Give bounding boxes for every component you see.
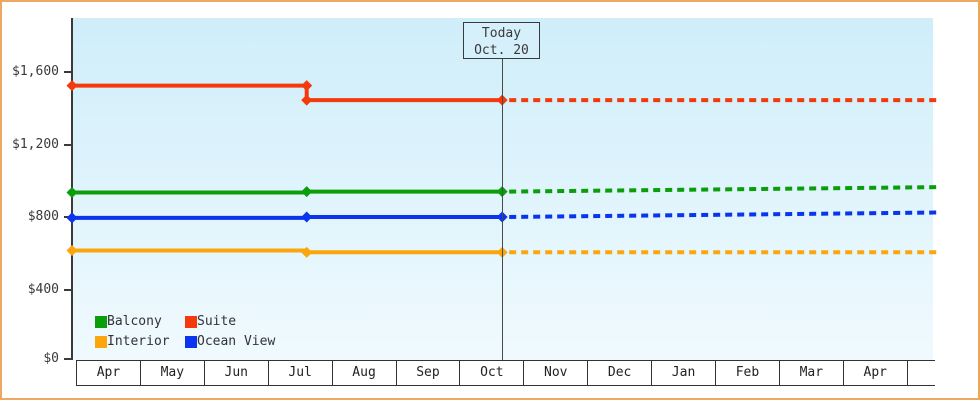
legend-item-balcony: Balcony (95, 315, 185, 328)
y-tick-mark (64, 216, 71, 218)
y-axis-line (71, 18, 73, 360)
month-cell-oct-6: Oct (459, 361, 523, 385)
today-line (502, 59, 503, 360)
y-tick-label: $0 (43, 351, 59, 366)
month-cell-jun-2: Jun (203, 361, 268, 385)
y-tick-mark (64, 71, 71, 73)
month-cell-dec-8: Dec (587, 361, 651, 385)
month-cell-empty (906, 361, 935, 385)
y-tick-mark (64, 289, 71, 291)
y-tick-label: $1,600 (12, 64, 59, 79)
legend-label: Interior (107, 334, 170, 349)
legend-label: Suite (197, 314, 237, 329)
today-date: Oct. 20 (474, 43, 529, 58)
month-cell-may-1: May (139, 361, 204, 385)
legend-swatch-balcony (95, 315, 107, 328)
month-cell-mar-11: Mar (778, 361, 843, 385)
month-cell-apr-0: Apr (76, 361, 140, 385)
legend-swatch-ocean-view (185, 335, 197, 348)
legend-item-interior: Interior (95, 335, 185, 348)
legend-swatch-interior (95, 335, 107, 348)
month-cell-sep-5: Sep (395, 361, 460, 385)
plot-background (73, 18, 933, 360)
month-cell-apr-12: Apr (842, 361, 907, 385)
y-tick-mark (64, 144, 71, 146)
y-tick-mark (64, 358, 71, 360)
month-cell-jan-9: Jan (651, 361, 715, 385)
month-cell-feb-10: Feb (715, 361, 779, 385)
month-cell-nov-7: Nov (523, 361, 587, 385)
legend-swatch-suite (185, 315, 197, 328)
legend: Balcony Suite Interior Ocean View (95, 315, 275, 348)
month-cell-aug-4: Aug (331, 361, 396, 385)
month-cell-jul-3: Jul (267, 361, 332, 385)
y-tick-label: $800 (27, 209, 59, 224)
legend-label: Balcony (107, 314, 162, 329)
legend-item-ocean-view: Ocean View (185, 335, 275, 348)
legend-item-suite: Suite (185, 315, 275, 328)
y-tick-label: $1,200 (12, 137, 59, 152)
y-tick-label: $400 (27, 282, 59, 297)
today-label-box: Today Oct. 20 (463, 22, 540, 59)
x-axis-month-band: Apr May Jun Jul Aug Sep Oct Nov Dec Jan Feb Mar Apr (76, 360, 935, 386)
legend-label: Ocean View (197, 334, 276, 349)
today-label: Today (481, 26, 522, 41)
